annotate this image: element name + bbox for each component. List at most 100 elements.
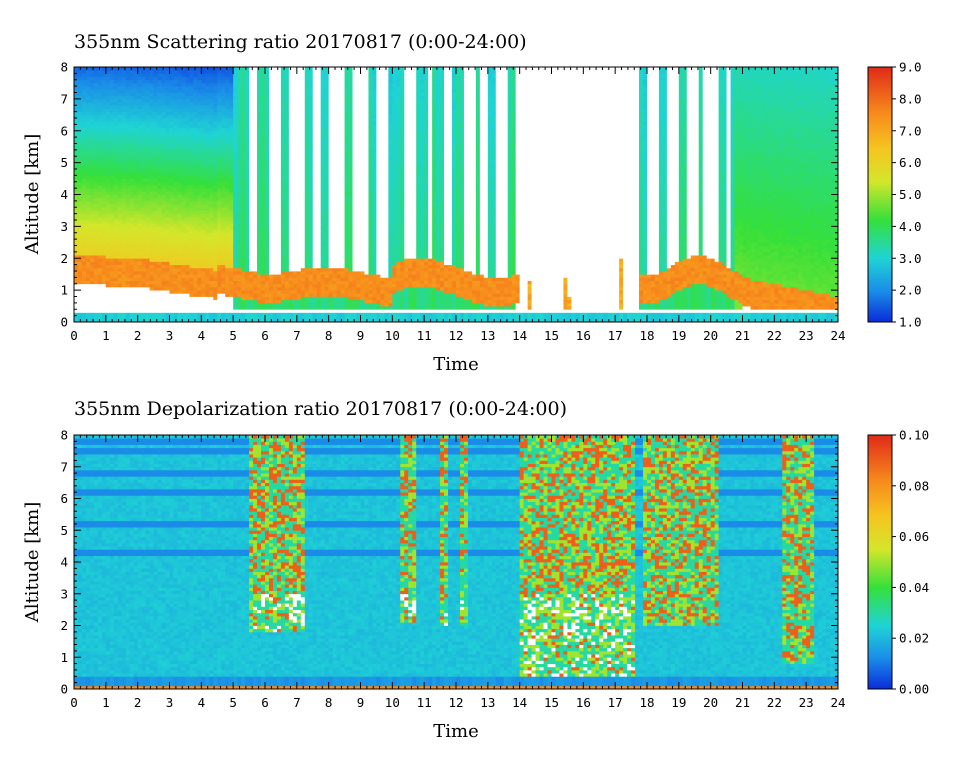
heat-cell — [197, 200, 202, 205]
heat-cell — [316, 318, 322, 323]
heat-cell — [74, 251, 79, 256]
heat-cell — [97, 178, 103, 183]
heat-cell — [85, 153, 91, 157]
heat-cell — [193, 102, 198, 106]
heat-cell — [81, 216, 87, 221]
heat-cell — [272, 70, 278, 74]
heat-cell — [173, 286, 178, 291]
heat-cell — [189, 248, 194, 253]
heat-cell — [201, 299, 206, 304]
heat-cell — [157, 188, 162, 192]
heat-cell — [74, 200, 79, 205]
heat-cell — [74, 76, 79, 81]
heat-cell — [233, 73, 238, 77]
heat-cell — [125, 299, 131, 304]
heat-cell — [221, 293, 226, 297]
heat-cell — [177, 76, 182, 81]
heat-cell — [221, 67, 226, 71]
heat-cell — [253, 79, 258, 84]
heat-cell — [157, 70, 162, 74]
heat-cell — [249, 191, 254, 195]
heat-cell — [105, 312, 111, 317]
heat-cell — [101, 232, 107, 237]
heat-cell — [101, 169, 107, 173]
heat-cell — [109, 296, 115, 301]
heat-cell — [121, 283, 127, 288]
heat-cell — [312, 191, 318, 195]
heat-cell — [189, 153, 194, 157]
heat-cell — [193, 213, 198, 218]
heat-cell — [213, 290, 218, 294]
heat-cell — [129, 274, 135, 278]
heat-cell — [81, 264, 87, 269]
heat-cell — [81, 245, 87, 250]
heat-cell — [253, 111, 258, 116]
heat-cell — [300, 293, 306, 297]
heat-cell — [137, 184, 143, 189]
heat-cell — [117, 283, 123, 288]
heat-cell — [141, 207, 147, 211]
heat-cell — [133, 70, 139, 74]
heat-cell — [261, 210, 266, 215]
heat-cell — [316, 242, 322, 246]
heat-cell — [284, 118, 290, 122]
heat-cell — [304, 296, 310, 301]
heat-cell — [133, 226, 139, 230]
heat-cell — [109, 264, 115, 269]
heat-cell — [109, 73, 115, 77]
heat-cell — [272, 146, 278, 151]
heat-cell — [197, 306, 202, 310]
heat-cell — [209, 309, 214, 313]
heat-cell — [221, 98, 226, 103]
heat-cell — [153, 172, 158, 176]
heat-cell — [261, 229, 266, 234]
heat-cell — [141, 197, 147, 202]
heat-cell — [213, 280, 218, 285]
heat-cell — [185, 86, 190, 90]
heat-cell — [268, 169, 274, 173]
heat-cell — [201, 302, 206, 307]
heat-cell — [185, 318, 190, 323]
heat-cell — [213, 149, 218, 154]
heat-cell — [213, 188, 218, 192]
heat-cell — [312, 156, 318, 160]
heat-cell — [209, 76, 214, 81]
heat-cell — [209, 220, 214, 224]
heat-cell — [185, 165, 190, 170]
heat-cell — [173, 156, 178, 160]
heat-cell — [280, 102, 286, 106]
heat-cell — [245, 159, 250, 164]
heat-cell — [292, 191, 298, 195]
heat-cell — [221, 258, 226, 262]
heat-cell — [241, 184, 246, 189]
heat-cell — [209, 248, 214, 253]
heat-cell — [253, 76, 258, 81]
heat-cell — [74, 315, 79, 320]
heat-cell — [113, 229, 119, 234]
heat-cell — [268, 245, 274, 250]
heat-cell — [161, 184, 166, 189]
heat-cell — [237, 178, 242, 183]
heat-cell — [97, 309, 103, 313]
heat-cell — [261, 293, 266, 297]
heat-cell — [205, 70, 210, 74]
heat-cell — [197, 67, 202, 71]
heat-cell — [221, 302, 226, 307]
heat-cell — [153, 197, 158, 202]
heat-cell — [133, 232, 139, 237]
heat-cell — [261, 98, 266, 103]
heat-cell — [276, 271, 282, 275]
heat-cell — [177, 98, 182, 103]
heat-cell — [205, 306, 210, 310]
heat-cell — [296, 315, 302, 320]
heat-cell — [85, 235, 91, 240]
heat-cell — [284, 143, 290, 148]
heat-cell — [117, 73, 123, 77]
heat-cell — [97, 277, 103, 281]
heat-cell — [93, 251, 99, 256]
heat-cell — [308, 290, 314, 294]
heat-cell — [276, 86, 282, 90]
heat-cell — [276, 194, 282, 199]
heat-cell — [129, 188, 135, 192]
heat-cell — [296, 92, 302, 97]
